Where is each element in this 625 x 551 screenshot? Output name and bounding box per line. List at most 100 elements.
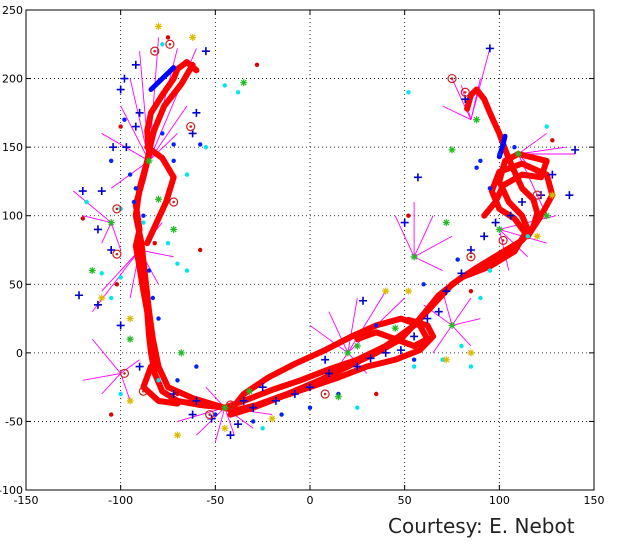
x-tick-label: 0 [307,494,314,507]
detection-dot [468,288,474,294]
observation-ray [413,235,453,258]
circle-marker [165,39,175,49]
detection-dot [171,142,176,147]
circle-marker-center [450,77,454,80]
landmark-plus-marker [353,362,362,371]
detection-dot [197,142,203,147]
landmark-plus-marker [366,354,375,363]
landmark-plus-marker [131,122,140,131]
observation-ray [101,249,140,292]
detection-dot [487,186,493,191]
detection-dot [260,426,265,431]
landmark-plus-marker [122,143,131,152]
detection-dot [160,42,165,47]
observation-ray [394,215,415,258]
detection-dot [512,144,517,150]
star-marker [548,191,556,199]
circle-marker [186,121,196,132]
detection-dot [406,90,411,95]
detection-dot [109,295,114,301]
detection-dot [175,391,180,397]
observation-ray [101,222,112,244]
y-tick-label: -100 [0,484,23,497]
landmark-plus-marker [201,47,210,56]
x-tick-label: -100 [108,494,133,507]
landmark-plus-marker [571,145,580,154]
star-marker [88,267,96,275]
landmark-plus-marker [506,211,515,220]
landmark-plus-marker [306,383,314,392]
observation-ray [451,325,472,347]
star-marker [543,212,551,220]
landmark-plus-marker [480,232,489,241]
landmark-plus-marker [548,170,557,179]
observation-ray [91,338,122,374]
landmark-plus-marker [413,173,422,182]
star-marker [467,349,475,357]
star-marker [221,404,229,412]
detection-dot [114,282,120,287]
circle-marker [532,190,542,200]
reference-trajectory [148,65,177,92]
landmark-plus-marker [324,369,333,378]
detection-dot [118,275,123,280]
landmark-plus-marker [188,410,197,419]
circle-marker [112,249,122,259]
landmark-plus-marker [491,218,500,227]
circle-marker-center [469,255,473,259]
detection-dot [184,172,190,177]
star-marker [442,219,450,227]
star-marker [448,146,456,154]
landmark-plus-marker [116,321,125,330]
detection-dot [127,172,133,177]
landmark-plus-marker [434,307,443,316]
y-tick-label: -50 [5,415,23,428]
detection-dot [171,158,176,164]
landmark-plus-marker [234,420,243,429]
star-marker [495,225,503,233]
landmark-plus-marker [120,74,129,83]
detection-dot [109,412,114,417]
circle-marker-center [172,200,175,204]
observation-ray [101,373,121,395]
star-marker [344,349,352,357]
estimated-trajectory [132,61,550,414]
detection-dot [478,295,483,301]
observation-ray [148,133,178,162]
detection-dot [550,138,555,143]
detection-dot [222,83,227,88]
landmark-plus-marker [396,346,405,355]
observation-ray [82,215,112,224]
observation-ray [110,222,122,251]
observation-ray [120,105,150,162]
y-tick-label: 200 [2,73,23,86]
circle-marker [460,87,470,97]
landmark-plus-marker [258,383,267,392]
observation-ray [518,133,547,155]
landmark-plus-marker [93,300,102,309]
x-tick-label: -50 [206,494,224,507]
observation-ray [347,290,387,354]
landmark-plus-marker [457,269,466,278]
detection-dot [165,35,171,40]
detection-dot [146,268,152,273]
landmark-plus-marker [485,44,494,53]
landmark-plus-marker [249,403,258,412]
detection-dot [544,124,549,129]
circle-marker [320,389,330,399]
y-tick-label: 250 [2,4,23,17]
circle-marker [150,46,160,56]
landmark-plus-marker [359,296,368,305]
observation-ray [442,105,472,121]
detection-dot [307,405,313,410]
estimated-trajectory [144,144,177,247]
landmark-plus-marker [518,198,527,206]
star-marker [173,431,181,439]
detection-dot [141,220,146,225]
detection-dot [109,158,114,164]
circle-marker [498,235,508,245]
detection-dot [411,364,417,369]
star-marker [145,157,153,165]
detection-dot [440,357,445,362]
